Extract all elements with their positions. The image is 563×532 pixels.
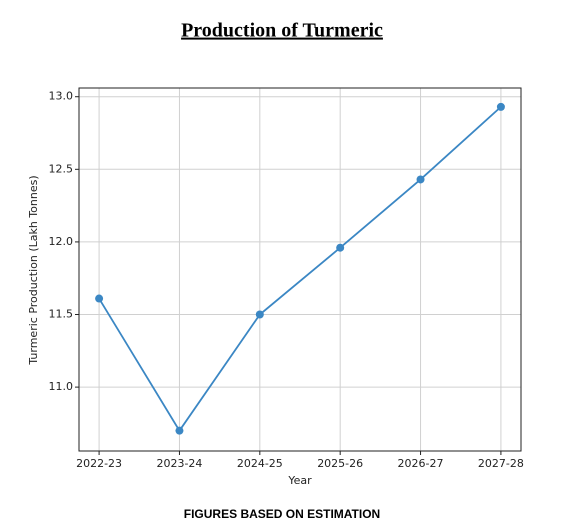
- chart-title: Production of Turmeric: [181, 20, 383, 42]
- x-tick-label: 2027-28: [478, 457, 524, 470]
- x-tick-label: 2023-24: [156, 457, 202, 470]
- x-tick-label: 2025-26: [317, 457, 363, 470]
- y-axis-label: Turmeric Production (Lakh Tonnes): [27, 175, 40, 365]
- y-tick-label: 12.0: [49, 235, 74, 248]
- y-tick-label: 13.0: [49, 90, 74, 103]
- data-point: [496, 102, 505, 111]
- y-tick-label: 11.5: [49, 308, 74, 321]
- y-tick-label: 11.0: [49, 380, 74, 393]
- data-point: [336, 243, 345, 252]
- data-point: [175, 426, 184, 435]
- y-tick-label: 12.5: [49, 162, 74, 175]
- x-tick-label: 2026-27: [398, 457, 444, 470]
- x-axis-label: Year: [287, 474, 312, 487]
- x-tick-label: 2024-25: [237, 457, 283, 470]
- footnote: FIGURES BASED ON ESTIMATION: [184, 507, 380, 521]
- data-point: [416, 175, 425, 184]
- data-point: [95, 294, 104, 303]
- x-tick-label: 2022-23: [76, 457, 122, 470]
- data-line: [98, 106, 502, 433]
- data-point: [255, 310, 264, 319]
- plot-frame: [78, 87, 522, 452]
